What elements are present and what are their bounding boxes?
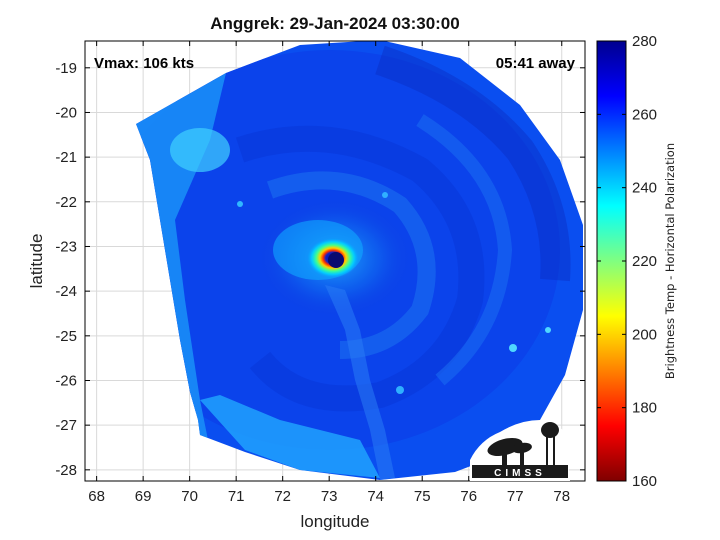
y-axis-title: latitude (27, 234, 46, 289)
y-tick-label: -19 (55, 60, 77, 77)
y-tick-label: -27 (55, 417, 77, 434)
colorbar-tick-label: 180 (632, 400, 657, 417)
y-tick-label: -23 (55, 238, 77, 255)
x-tick-label: 76 (460, 488, 477, 505)
cimss-logo-text: CIMSS (494, 468, 546, 479)
x-tick-label: 74 (367, 488, 384, 505)
vmax-label: Vmax: 106 kts (94, 55, 194, 72)
x-tick-label: 72 (274, 488, 291, 505)
y-tick-label: -20 (55, 104, 77, 121)
colorbar-title: Brightness Temp - Horizontal Polarizatio… (663, 143, 677, 379)
y-tick-label: -28 (55, 462, 77, 479)
colorbar-ticks: 160 180 200 220 240 260 280 (597, 33, 657, 490)
colorbar-tick-label: 260 (632, 106, 657, 123)
colorbar-tick-label: 160 (632, 473, 657, 490)
cimss-logo: CIMSS (470, 420, 570, 481)
colorbar-tick-label: 240 (632, 180, 657, 197)
axis-ticks (85, 41, 585, 481)
x-tick-label: 73 (321, 488, 338, 505)
y-tick-label: -24 (55, 283, 77, 300)
plot-title: Anggrek: 29-Jan-2024 03:30:00 (210, 14, 460, 33)
y-tick-labels: -19 -20 -21 -22 -23 -24 -25 -26 -27 -28 (55, 60, 77, 479)
x-tick-label: 77 (507, 488, 524, 505)
x-tick-label: 75 (414, 488, 431, 505)
x-tick-labels: 68 69 70 71 72 73 74 75 76 77 78 (88, 488, 570, 505)
x-axis-title: longitude (300, 512, 369, 531)
y-tick-label: -22 (55, 194, 77, 211)
x-tick-label: 78 (553, 488, 570, 505)
colorbar-tick-label: 220 (632, 253, 657, 270)
x-tick-label: 70 (181, 488, 198, 505)
x-tick-label: 69 (135, 488, 152, 505)
x-tick-label: 68 (88, 488, 105, 505)
colorbar (596, 40, 627, 482)
colorbar-tick-label: 200 (632, 326, 657, 343)
axes-frame (84, 40, 586, 482)
microwave-swath-image (136, 41, 583, 480)
y-tick-label: -26 (55, 372, 77, 389)
colorbar-tick-label: 280 (632, 33, 657, 50)
y-tick-label: -25 (55, 328, 77, 345)
x-tick-label: 71 (228, 488, 245, 505)
y-tick-label: -21 (55, 149, 77, 166)
time-away-label: 05:41 away (496, 55, 576, 72)
